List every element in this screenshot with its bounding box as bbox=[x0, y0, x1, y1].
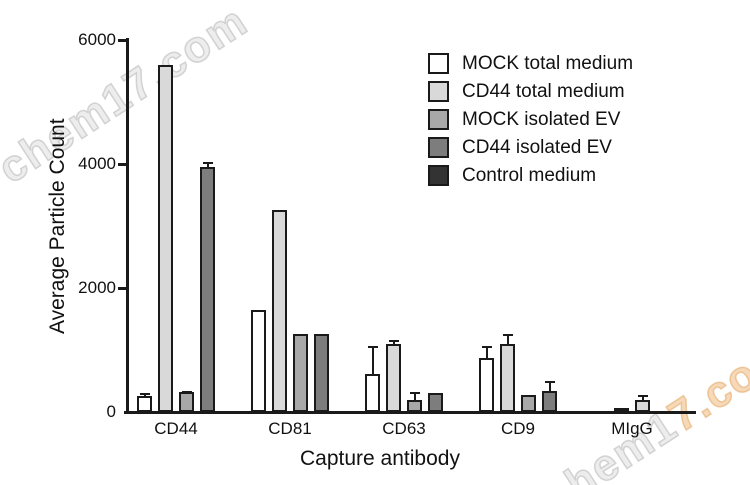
y-axis-title: Average Particle Count bbox=[46, 118, 69, 334]
error-whisker bbox=[143, 393, 146, 397]
category-label-CD63: CD63 bbox=[382, 419, 426, 438]
bar-slot bbox=[137, 393, 152, 412]
y-tick-label-6000: 6000 bbox=[78, 30, 116, 49]
legend-swatch-cd44-isolated-ev bbox=[428, 137, 449, 158]
category-label-CD9: CD9 bbox=[500, 419, 536, 438]
error-cap bbox=[409, 392, 420, 394]
x-axis-title: Capture antibody bbox=[300, 447, 460, 470]
legend-label: MOCK total medium bbox=[462, 53, 634, 74]
legend-label: MOCK isolated EV bbox=[462, 109, 621, 130]
error-bar bbox=[181, 391, 192, 393]
bar-CD9-cd44-total-medium bbox=[500, 344, 515, 412]
error-cap bbox=[637, 395, 648, 397]
bar-CD44-cd44-total-medium bbox=[158, 65, 173, 412]
legend-label: Control medium bbox=[462, 165, 597, 186]
error-bar bbox=[502, 334, 513, 345]
bar-CD81-mock-isolated-ev bbox=[293, 334, 308, 412]
error-bar bbox=[388, 340, 399, 345]
legend-item-cd44-total-medium: CD44 total medium bbox=[428, 80, 633, 103]
legend-swatch-cd44-total-medium bbox=[428, 81, 449, 102]
error-whisker bbox=[548, 381, 551, 392]
y-tick-label-2000: 2000 bbox=[78, 278, 116, 297]
legend-item-cd44-isolated-ev: CD44 isolated EV bbox=[428, 136, 633, 159]
legend-swatch-mock-isolated-ev bbox=[428, 109, 449, 130]
x-axis-line bbox=[124, 411, 696, 414]
bar-slot bbox=[251, 310, 266, 412]
error-whisker bbox=[485, 346, 488, 359]
bar-CD9-mock-total-medium bbox=[479, 358, 494, 412]
bar-slot bbox=[428, 393, 443, 412]
y-tick-2000 bbox=[118, 287, 127, 290]
legend-item-mock-isolated-ev: MOCK isolated EV bbox=[428, 108, 633, 131]
legend-label: CD44 isolated EV bbox=[462, 137, 612, 158]
bar-CD44-mock-total-medium bbox=[137, 396, 152, 412]
bar-group-CD44 bbox=[137, 65, 215, 412]
bar-slot bbox=[521, 395, 536, 412]
error-bar bbox=[139, 393, 150, 397]
error-bar bbox=[202, 162, 213, 168]
error-bar bbox=[409, 392, 420, 401]
error-bar bbox=[544, 381, 555, 392]
legend-swatch-mock-total-medium bbox=[428, 53, 449, 74]
bar-CD63-mock-total-medium bbox=[365, 374, 380, 412]
bar-CD81-cd44-total-medium bbox=[272, 210, 287, 412]
error-cap bbox=[181, 391, 192, 393]
bar-slot bbox=[386, 340, 401, 412]
bar-slot bbox=[500, 334, 515, 412]
bar-CD63-cd44-isolated-ev bbox=[428, 393, 443, 412]
error-cap bbox=[388, 340, 399, 342]
bar-CD9-cd44-isolated-ev bbox=[542, 391, 557, 412]
y-axis-line bbox=[126, 38, 129, 414]
bar-group-CD81 bbox=[251, 210, 329, 412]
bar-group-CD9 bbox=[479, 334, 557, 412]
legend: MOCK total medium CD44 total medium MOCK… bbox=[428, 52, 633, 192]
bar-CD44-mock-isolated-ev bbox=[179, 392, 194, 412]
category-label-CD44: CD44 bbox=[154, 419, 198, 438]
bar-slot bbox=[365, 346, 380, 412]
error-bar bbox=[481, 346, 492, 359]
error-whisker bbox=[641, 395, 644, 401]
bar-slot bbox=[158, 65, 173, 412]
error-whisker bbox=[371, 346, 374, 375]
error-cap bbox=[544, 381, 555, 383]
bar-slot bbox=[272, 210, 287, 412]
error-cap bbox=[202, 162, 213, 164]
error-bar bbox=[637, 395, 648, 401]
legend-item-control-medium: Control medium bbox=[428, 164, 633, 187]
bar-CD44-cd44-isolated-ev bbox=[200, 167, 215, 412]
bar-CD63-cd44-total-medium bbox=[386, 344, 401, 412]
error-bar bbox=[367, 346, 378, 375]
error-whisker bbox=[506, 334, 509, 345]
bar-CD81-mock-total-medium bbox=[251, 310, 266, 412]
category-label-MIgG: MIgG bbox=[611, 419, 653, 438]
legend-item-mock-total-medium: MOCK total medium bbox=[428, 52, 633, 75]
error-cap bbox=[502, 334, 513, 336]
y-tick-label-4000: 4000 bbox=[78, 154, 116, 173]
bar-CD81-cd44-isolated-ev bbox=[314, 334, 329, 412]
y-tick-6000 bbox=[118, 39, 127, 42]
bar-slot bbox=[293, 334, 308, 412]
bar-slot bbox=[542, 381, 557, 412]
bar-CD9-mock-isolated-ev bbox=[521, 395, 536, 412]
legend-label: CD44 total medium bbox=[462, 81, 625, 102]
bar-slot bbox=[314, 334, 329, 412]
bar-slot bbox=[200, 162, 215, 412]
error-cap bbox=[139, 393, 150, 395]
error-cap bbox=[481, 346, 492, 348]
bar-group-CD63 bbox=[365, 340, 443, 412]
y-tick-label-0: 0 bbox=[106, 402, 116, 421]
category-label-CD81: CD81 bbox=[268, 419, 312, 438]
y-tick-4000 bbox=[118, 163, 127, 166]
error-whisker bbox=[206, 162, 209, 168]
bar-slot bbox=[479, 346, 494, 412]
error-whisker bbox=[392, 340, 395, 345]
bar-slot bbox=[179, 391, 194, 412]
error-whisker bbox=[413, 392, 416, 401]
legend-swatch-control-medium bbox=[428, 165, 449, 186]
error-cap bbox=[367, 346, 378, 348]
